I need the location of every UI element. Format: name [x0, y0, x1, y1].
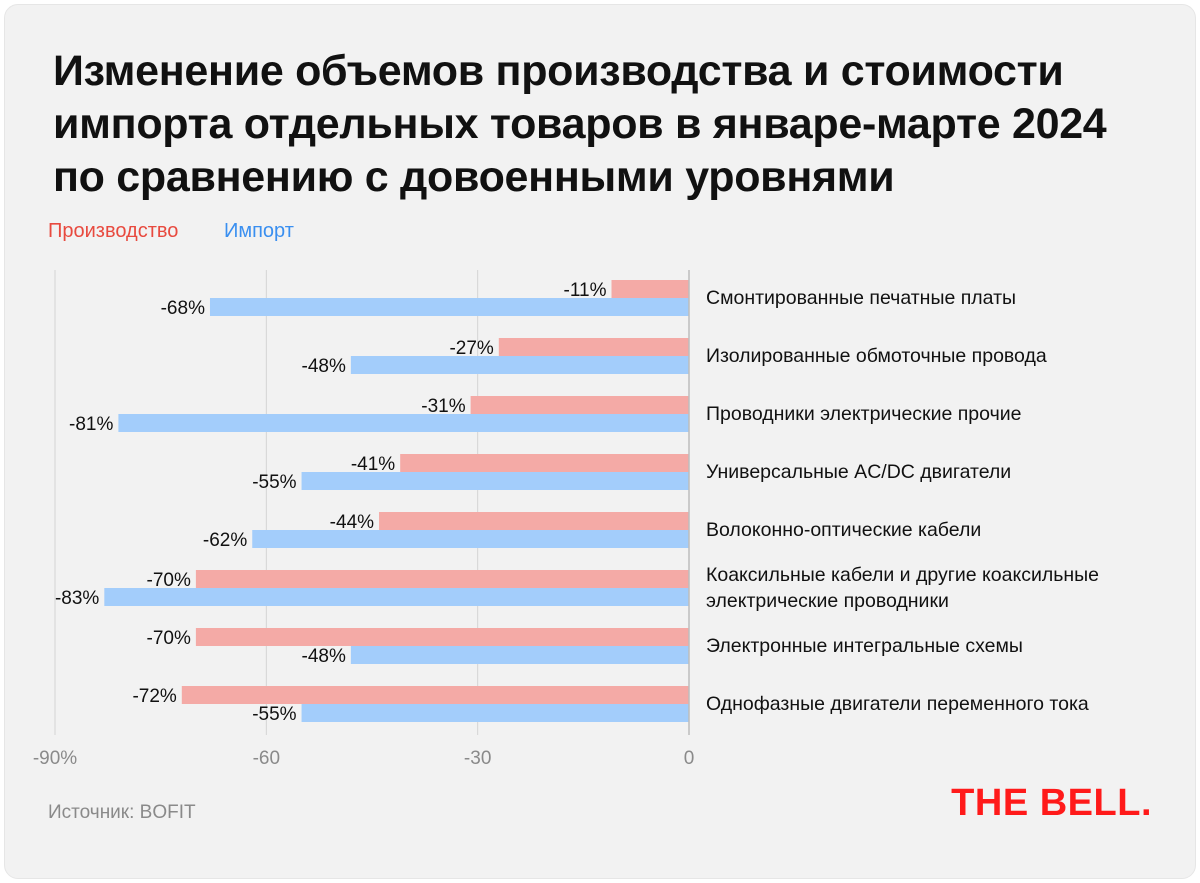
category-label-0: Смонтированные печатные платы	[706, 287, 1016, 309]
title-line-1: Изменение объемов производства и стоимос…	[53, 47, 1064, 95]
data-label-production-4: -44%	[330, 512, 374, 533]
title-line-3: по сравнению с довоенными уровнями	[53, 153, 895, 201]
x-tick-label-2: -30	[464, 748, 491, 769]
bar-production-2	[470, 396, 689, 414]
data-label-import-3: -55%	[252, 472, 296, 493]
x-tick-label-3: 0	[684, 748, 695, 769]
data-label-production-7: -72%	[132, 686, 176, 707]
legend: Производство Импорт	[48, 220, 334, 243]
chart-card: Изменение объемов производства и стоимос…	[4, 4, 1196, 879]
legend-production: Производство	[48, 220, 179, 242]
data-label-production-5: -70%	[147, 570, 191, 591]
data-label-import-5: -83%	[55, 588, 99, 609]
data-label-import-6: -48%	[302, 646, 346, 667]
x-tick-label-1: -60	[253, 748, 280, 769]
source-note: Источник: BOFIT	[48, 802, 196, 823]
bar-import-7	[301, 704, 689, 722]
bar-import-3	[301, 472, 689, 490]
bar-production-6	[195, 628, 689, 646]
category-label-6: Электронные интегральные схемы	[706, 635, 1023, 657]
data-label-production-6: -70%	[147, 628, 191, 649]
bar-import-6	[350, 646, 689, 664]
data-label-production-1: -27%	[449, 338, 493, 359]
category-label-3: Универсальные AC/DC двигатели	[706, 461, 1011, 483]
category-label-2: Проводники электрические прочие	[706, 403, 1021, 425]
data-label-import-4: -62%	[203, 530, 247, 551]
bar-import-2	[118, 414, 689, 432]
bar-production-5	[195, 570, 689, 588]
the-bell-logo: THE BELL.	[951, 782, 1152, 824]
data-label-production-0: -11%	[564, 280, 607, 301]
x-tick-label-0: -90%	[33, 748, 77, 769]
bar-production-4	[379, 512, 689, 530]
chart-title: Изменение объемов производства и стоимос…	[53, 45, 1153, 204]
bar-import-1	[350, 356, 689, 374]
legend-import: Импорт	[223, 220, 294, 242]
title-line-2: импорта отдельных товаров в январе-марте…	[53, 100, 1107, 148]
data-label-production-2: -31%	[421, 396, 465, 417]
bar-import-4	[252, 530, 689, 548]
category-label-5-line-1: электрические проводники	[706, 590, 949, 612]
bar-production-0	[611, 280, 689, 298]
data-label-import-2: -81%	[69, 414, 113, 435]
data-label-production-3: -41%	[351, 454, 395, 475]
category-label-7: Однофазные двигатели переменного тока	[706, 693, 1089, 715]
category-label-4: Волоконно-оптические кабели	[706, 519, 981, 541]
bar-production-7	[181, 686, 690, 704]
bar-production-3	[400, 454, 689, 472]
data-label-import-7: -55%	[252, 704, 296, 725]
bar-import-0	[209, 298, 689, 316]
data-label-import-1: -48%	[302, 356, 346, 377]
bar-import-5	[104, 588, 690, 606]
bar-production-1	[498, 338, 689, 356]
data-label-import-0: -68%	[161, 298, 205, 319]
category-label-1: Изолированные обмоточные провода	[706, 345, 1047, 367]
category-label-5-line-0: Коаксильные кабели и другие коаксильные	[706, 564, 1099, 586]
